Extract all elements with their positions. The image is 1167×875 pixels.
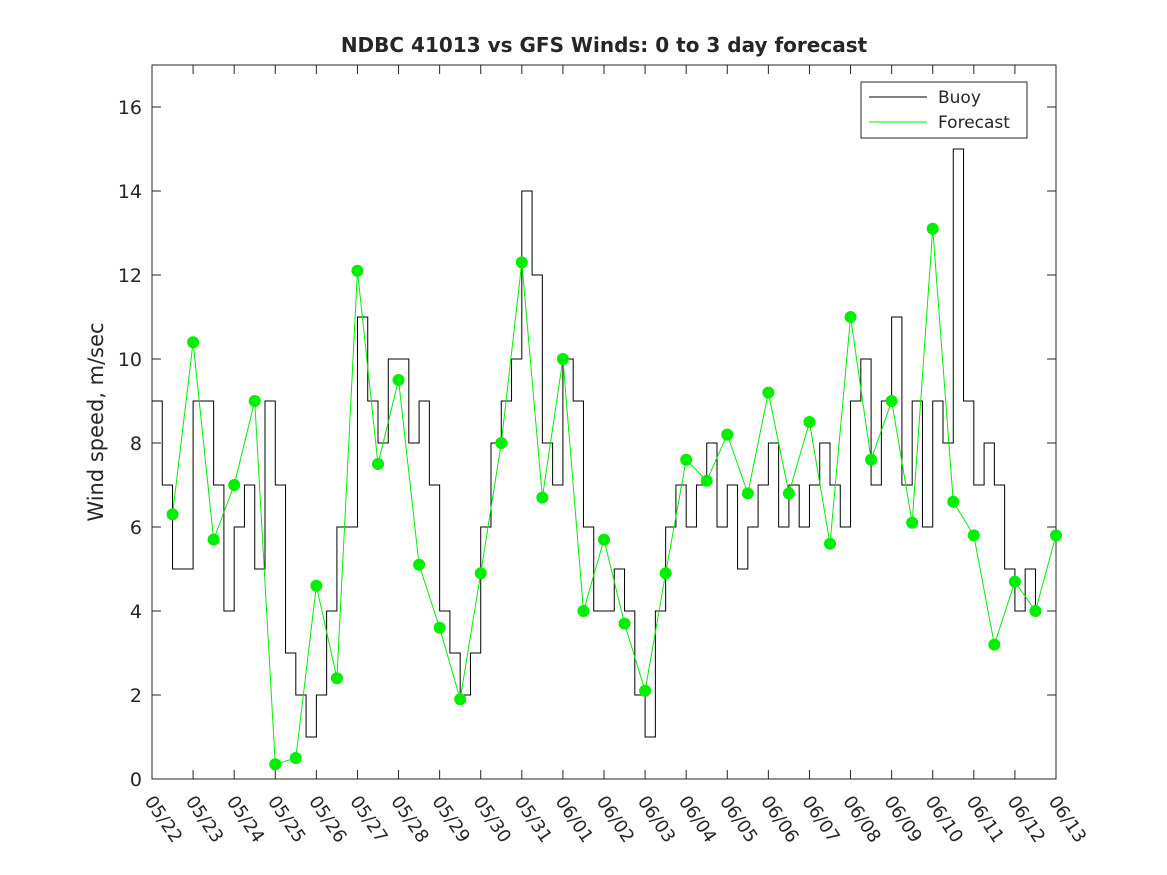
forecast-point	[1029, 605, 1042, 617]
forecast-point	[618, 617, 631, 630]
forecast-point	[721, 428, 734, 441]
forecast-point	[248, 395, 261, 407]
forecast-point	[844, 311, 857, 323]
forecast-point	[885, 395, 898, 407]
forecast-point	[577, 605, 590, 617]
y-axis-label: Wind speed, m/sec	[84, 322, 108, 521]
forecast-point	[1008, 575, 1021, 588]
y-tick-label: 12	[118, 265, 142, 287]
y-axis: 0 2 4 6 8 10 12 14 16	[118, 97, 1056, 791]
chart-title: NDBC 41013 vs GFS Winds: 0 to 3 day fore…	[341, 33, 868, 57]
forecast-markers	[166, 222, 1062, 771]
forecast-point	[762, 386, 775, 399]
forecast-point	[926, 222, 939, 235]
forecast-point	[351, 264, 364, 277]
forecast-point	[515, 256, 528, 269]
forecast-point	[803, 416, 816, 428]
series-line-forecast	[172, 228, 1057, 765]
series-layer	[152, 148, 1057, 765]
forecast-point	[474, 567, 487, 580]
forecast-point	[700, 474, 713, 487]
forecast-point	[330, 672, 343, 685]
forecast-point	[639, 684, 652, 697]
y-tick-label: 10	[118, 349, 142, 371]
legend-label-buoy: Buoy	[938, 88, 981, 108]
forecast-point	[392, 374, 405, 386]
forecast-point	[413, 558, 426, 571]
forecast-point	[741, 487, 754, 500]
forecast-point	[228, 479, 241, 491]
y-tick-label: 0	[130, 769, 142, 791]
forecast-point	[187, 336, 200, 349]
forecast-point	[166, 508, 179, 521]
forecast-point	[556, 353, 569, 365]
forecast-point	[310, 579, 323, 592]
forecast-point	[372, 458, 384, 470]
forecast-point	[269, 758, 282, 771]
series-line-buoy	[152, 148, 1036, 738]
forecast-point	[495, 437, 508, 449]
legend-label-forecast: Forecast	[938, 113, 1010, 133]
legend: Buoy Forecast	[860, 81, 1028, 139]
forecast-point	[988, 638, 1001, 651]
forecast-point	[1050, 529, 1062, 542]
forecast-point	[433, 621, 446, 634]
forecast-point	[598, 533, 610, 546]
forecast-point	[824, 537, 836, 550]
forecast-point	[947, 495, 960, 508]
forecast-point	[967, 529, 980, 542]
forecast-point	[207, 533, 220, 546]
forecast-point	[659, 567, 672, 580]
forecast-point	[782, 487, 795, 500]
y-tick-label: 14	[118, 181, 142, 203]
forecast-point	[454, 693, 467, 706]
y-tick-label: 4	[130, 601, 142, 623]
forecast-point	[865, 453, 878, 466]
plot-area	[151, 64, 1057, 780]
forecast-point	[680, 453, 693, 466]
forecast-point	[289, 752, 302, 764]
y-tick-label: 6	[130, 517, 142, 539]
forecast-point	[906, 516, 919, 529]
forecast-point	[536, 491, 549, 504]
y-tick-label: 2	[130, 685, 142, 707]
y-tick-label: 16	[118, 97, 142, 119]
y-tick-label: 8	[130, 433, 142, 455]
